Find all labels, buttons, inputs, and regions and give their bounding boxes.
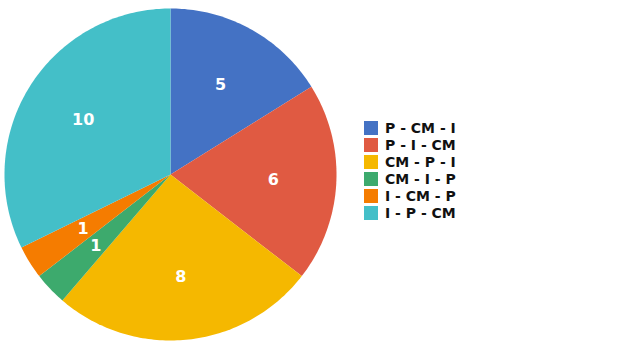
svg-text:1: 1 <box>90 236 101 255</box>
html-text:CM - I - P: CM - I - P <box>385 170 456 187</box>
svg-text:1: 1 <box>78 219 89 238</box>
html-text:P - I - CM: P - I - CM <box>385 136 456 153</box>
svg-text:6: 6 <box>268 170 279 189</box>
svg-text:5: 5 <box>215 75 226 94</box>
html-text:I - P - CM: I - P - CM <box>385 204 456 221</box>
html-text:CM - P - I: CM - P - I <box>385 153 456 170</box>
html-text:P - CM - I: P - CM - I <box>385 119 456 136</box>
svg-text:10: 10 <box>72 110 94 129</box>
html-text:I - CM - P: I - CM - P <box>385 187 456 204</box>
svg-text:8: 8 <box>175 267 186 286</box>
